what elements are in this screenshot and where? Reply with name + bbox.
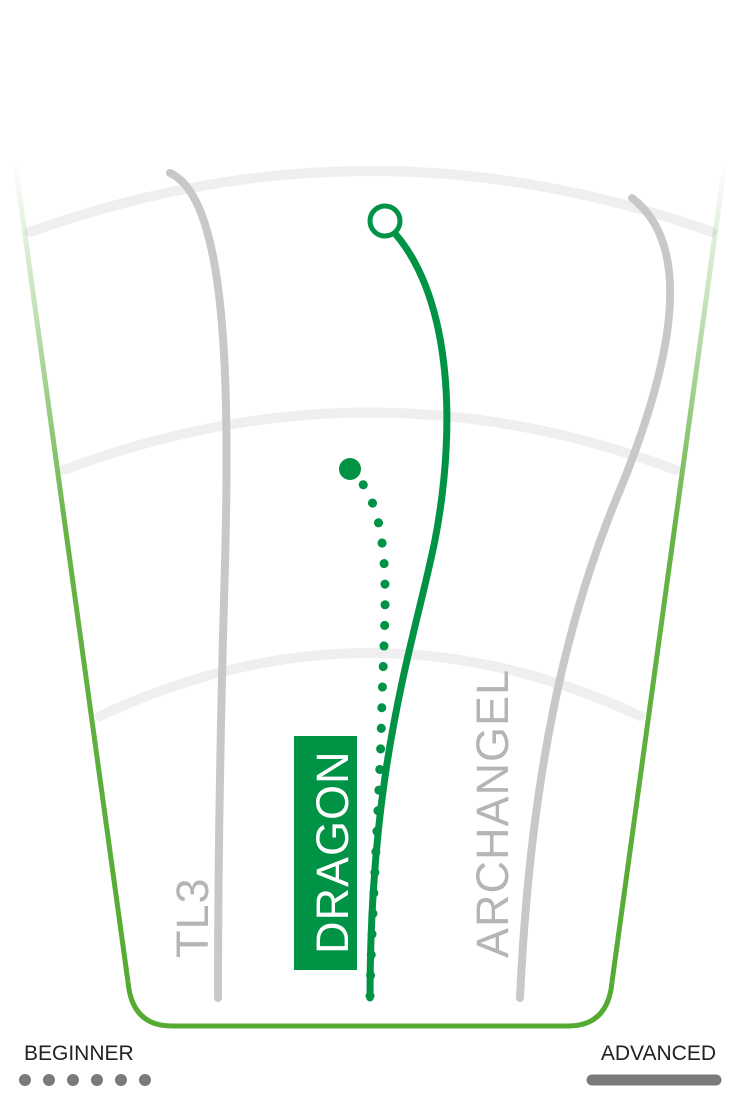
advanced-label: ADVANCED: [601, 1042, 716, 1065]
distance-ring-top: [25, 166, 717, 237]
dragon-label-badge: [294, 736, 357, 970]
disc-label-tl3: TL3: [167, 877, 218, 958]
beginner-dot: [139, 1074, 151, 1086]
archangel-flight-path: [516, 194, 675, 1002]
tl3-flight-path: [166, 169, 231, 1002]
beginner-dot: [115, 1074, 127, 1086]
beginner-dot: [67, 1074, 79, 1086]
distance-ring-middle: [59, 407, 681, 475]
beginner-dot: [19, 1074, 31, 1086]
distance-ring-bottom: [95, 648, 645, 721]
fairway-outline-left: [12, 161, 131, 983]
fairway-outline-bottom: [125, 981, 615, 1029]
disc-label-dragon: DRAGON: [307, 750, 358, 954]
beginner-dot: [91, 1074, 103, 1086]
dragon-flight-path: [366, 224, 451, 1002]
beginner-label: BEGINNER: [24, 1042, 134, 1065]
dragon-flight-endpoint: [367, 203, 403, 239]
beginner-dots: [19, 1074, 151, 1086]
dragon-beginner-endpoint: [339, 458, 361, 480]
fairway-outline-right: [609, 161, 728, 983]
beginner-dot: [43, 1074, 55, 1086]
disc-label-archangel: ARCHANGEL: [467, 669, 518, 958]
